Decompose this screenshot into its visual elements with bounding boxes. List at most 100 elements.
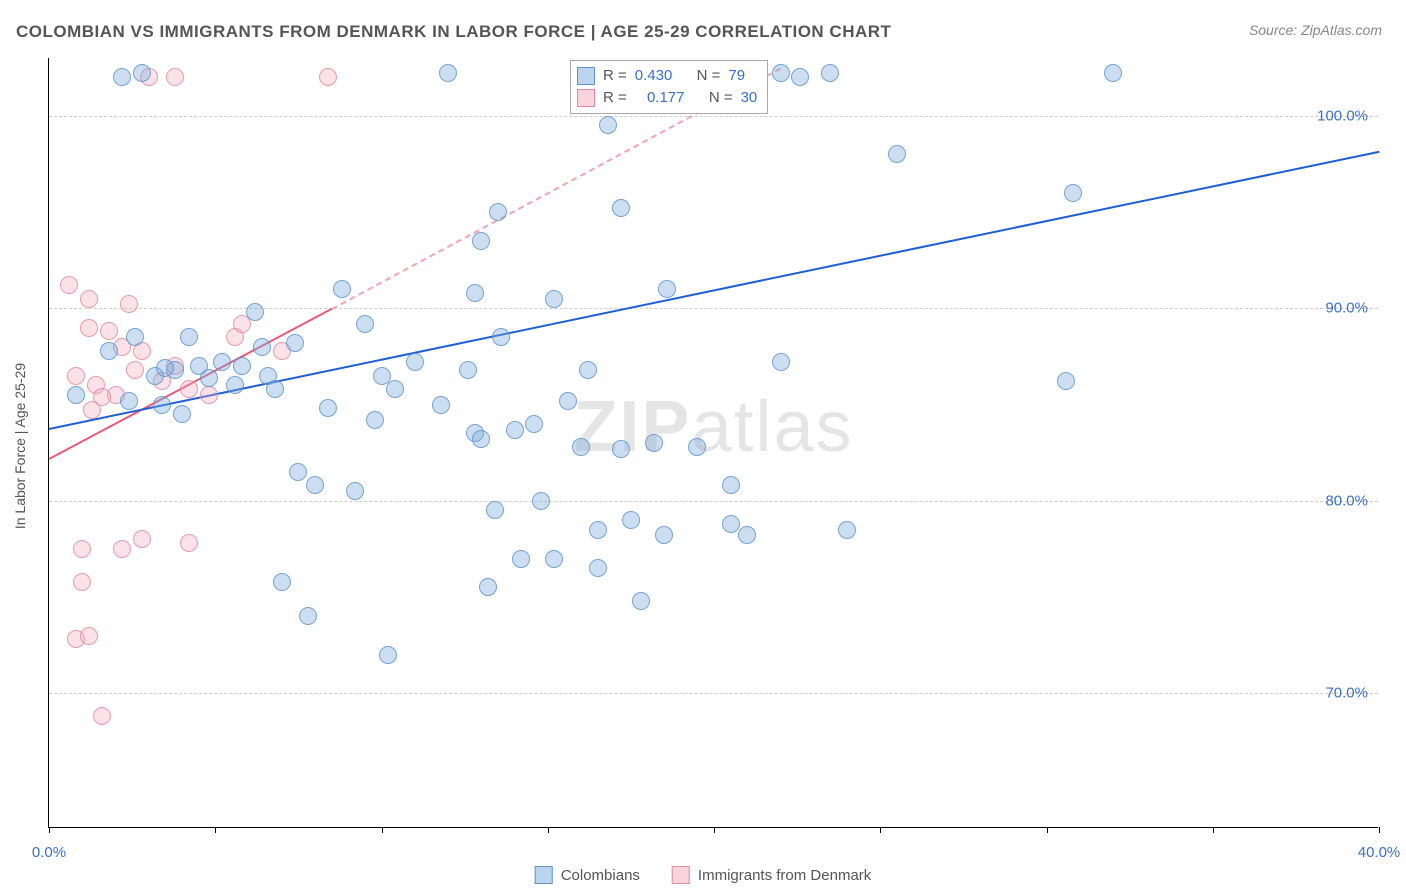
y-tick-label: 90.0% [1325,300,1368,317]
scatter-point-blue [133,64,151,82]
legend-swatch-blue [535,866,553,884]
legend-label-blue: Colombians [561,867,640,884]
scatter-point-blue [525,415,543,433]
legend-stats-box: R = 0.430 N = 79 R = 0.177 N = 30 [570,60,768,114]
scatter-point-blue [253,338,271,356]
x-tick [1213,827,1214,833]
x-tick [49,827,50,833]
scatter-point-pink [120,295,138,313]
scatter-point-blue [622,511,640,529]
scatter-point-pink [200,386,218,404]
scatter-point-blue [589,521,607,539]
legend-swatch-pink [672,866,690,884]
scatter-point-blue [472,232,490,250]
chart-title: COLOMBIAN VS IMMIGRANTS FROM DENMARK IN … [16,22,891,42]
scatter-point-blue [286,334,304,352]
scatter-point-blue [356,315,374,333]
scatter-point-pink [67,367,85,385]
watermark-light: atlas [691,387,853,467]
watermark-bold: ZIP [573,387,691,467]
scatter-point-blue [333,280,351,298]
scatter-point-pink [100,322,118,340]
scatter-point-pink [166,68,184,86]
scatter-point-pink [60,276,78,294]
scatter-point-pink [319,68,337,86]
regression-line-blue [49,150,1379,429]
y-tick-label: 100.0% [1317,107,1368,124]
plot-area: ZIPatlas 70.0%80.0%90.0%100.0%0.0%40.0% [48,58,1378,828]
scatter-point-blue [1104,64,1122,82]
scatter-point-pink [80,319,98,337]
stat-n-pink: 30 [741,87,758,109]
scatter-point-pink [93,707,111,725]
scatter-point-blue [722,515,740,533]
scatter-point-pink [73,540,91,558]
scatter-point-blue [226,376,244,394]
gridline [49,501,1378,502]
scatter-point-blue [406,353,424,371]
scatter-point-blue [299,607,317,625]
scatter-point-blue [306,476,324,494]
scatter-point-pink [113,540,131,558]
legend-stats-row-blue: R = 0.430 N = 79 [577,65,757,87]
scatter-point-blue [173,405,191,423]
scatter-point-blue [579,361,597,379]
legend-item-blue: Colombians [535,866,640,884]
scatter-point-blue [273,573,291,591]
scatter-point-blue [489,203,507,221]
scatter-point-blue [599,116,617,134]
legend-swatch-blue [577,67,595,85]
scatter-point-blue [838,521,856,539]
y-tick-label: 80.0% [1325,492,1368,509]
scatter-point-blue [821,64,839,82]
scatter-point-blue [466,284,484,302]
legend-item-pink: Immigrants from Denmark [672,866,871,884]
stat-label-r: R = [603,87,627,109]
legend-swatch-pink [577,89,595,107]
scatter-point-blue [655,526,673,544]
scatter-point-blue [492,328,510,346]
scatter-point-blue [589,559,607,577]
scatter-point-blue [532,492,550,510]
gridline [49,116,1378,117]
scatter-point-blue [432,396,450,414]
source-attribution: Source: ZipAtlas.com [1249,22,1382,38]
x-tick [215,827,216,833]
scatter-point-blue [213,353,231,371]
scatter-point-blue [572,438,590,456]
y-tick-label: 70.0% [1325,685,1368,702]
stat-label-r: R = [603,65,627,87]
stat-label-n: N = [697,65,721,87]
scatter-point-blue [479,578,497,596]
scatter-point-blue [888,145,906,163]
scatter-point-blue [772,353,790,371]
scatter-point-blue [366,411,384,429]
scatter-point-blue [772,64,790,82]
scatter-point-blue [200,369,218,387]
scatter-point-blue [100,342,118,360]
x-tick-label: 40.0% [1358,844,1401,861]
scatter-point-blue [156,359,174,377]
chart-container: COLOMBIAN VS IMMIGRANTS FROM DENMARK IN … [0,0,1406,892]
y-axis-label: In Labor Force | Age 25-29 [12,363,28,529]
scatter-point-pink [126,361,144,379]
scatter-point-blue [246,303,264,321]
scatter-point-pink [80,290,98,308]
scatter-point-blue [612,440,630,458]
scatter-point-blue [632,592,650,610]
scatter-point-blue [722,476,740,494]
scatter-point-blue [486,501,504,519]
scatter-point-blue [545,550,563,568]
scatter-point-blue [512,550,530,568]
scatter-point-blue [559,392,577,410]
gridline [49,693,1378,694]
scatter-point-blue [791,68,809,86]
scatter-point-pink [180,380,198,398]
scatter-point-blue [120,392,138,410]
scatter-point-blue [346,482,364,500]
x-tick [548,827,549,833]
legend-label-pink: Immigrants from Denmark [698,867,871,884]
scatter-point-blue [67,386,85,404]
legend-stats-row-pink: R = 0.177 N = 30 [577,87,757,109]
scatter-point-pink [180,534,198,552]
